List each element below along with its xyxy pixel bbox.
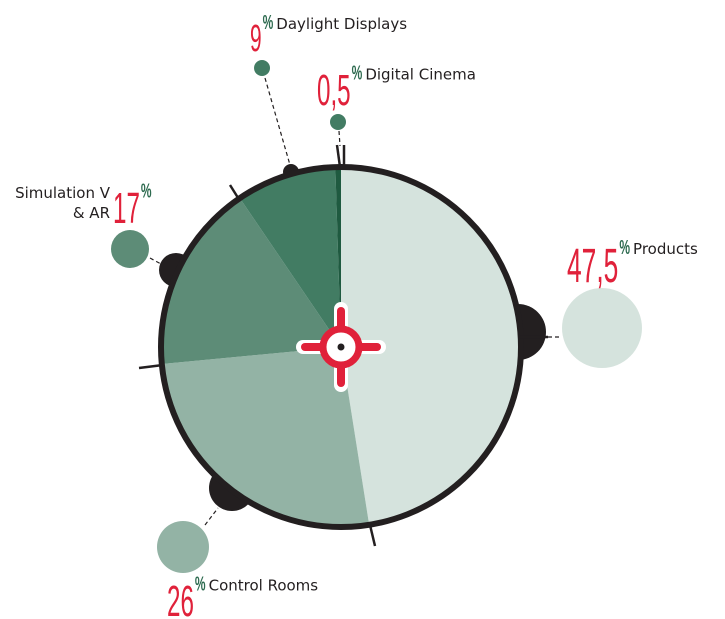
bubble xyxy=(254,60,270,76)
value-label: 17 xyxy=(113,183,140,233)
tick xyxy=(138,363,164,370)
pie-rim xyxy=(158,164,524,530)
category-label: Control Rooms xyxy=(209,576,319,594)
crosshair xyxy=(296,302,386,392)
ticks xyxy=(138,144,548,547)
value-label: 0,5 xyxy=(317,65,351,115)
pie-slice xyxy=(239,167,341,347)
percent-sign: % xyxy=(352,63,363,85)
leader xyxy=(204,507,219,526)
percent-sign: % xyxy=(195,574,206,596)
leader xyxy=(338,130,341,147)
percent-sign: % xyxy=(141,181,152,203)
leaders xyxy=(149,77,562,526)
leader xyxy=(264,77,291,166)
bubble xyxy=(562,288,642,368)
pie-slice xyxy=(335,167,341,347)
tick xyxy=(228,184,242,202)
tick xyxy=(368,524,377,547)
pie-slice xyxy=(341,167,521,525)
bubble xyxy=(111,230,149,268)
category-label: Products xyxy=(633,240,698,258)
category-label: Daylight Displays xyxy=(276,15,407,33)
bubble xyxy=(157,521,209,573)
bubble xyxy=(330,114,346,130)
percent-sign: % xyxy=(619,237,630,259)
value-label: 47,5 xyxy=(567,240,618,293)
value-label: 26 xyxy=(167,576,194,619)
pie-slice xyxy=(161,347,370,527)
category-label: Simulation V & AR xyxy=(15,184,110,222)
value-label: 9 xyxy=(250,18,262,60)
tick xyxy=(335,144,342,168)
leader xyxy=(149,257,162,265)
category-label: Digital Cinema xyxy=(365,65,476,83)
percent-sign: % xyxy=(263,12,274,34)
pie-slice xyxy=(161,198,341,364)
